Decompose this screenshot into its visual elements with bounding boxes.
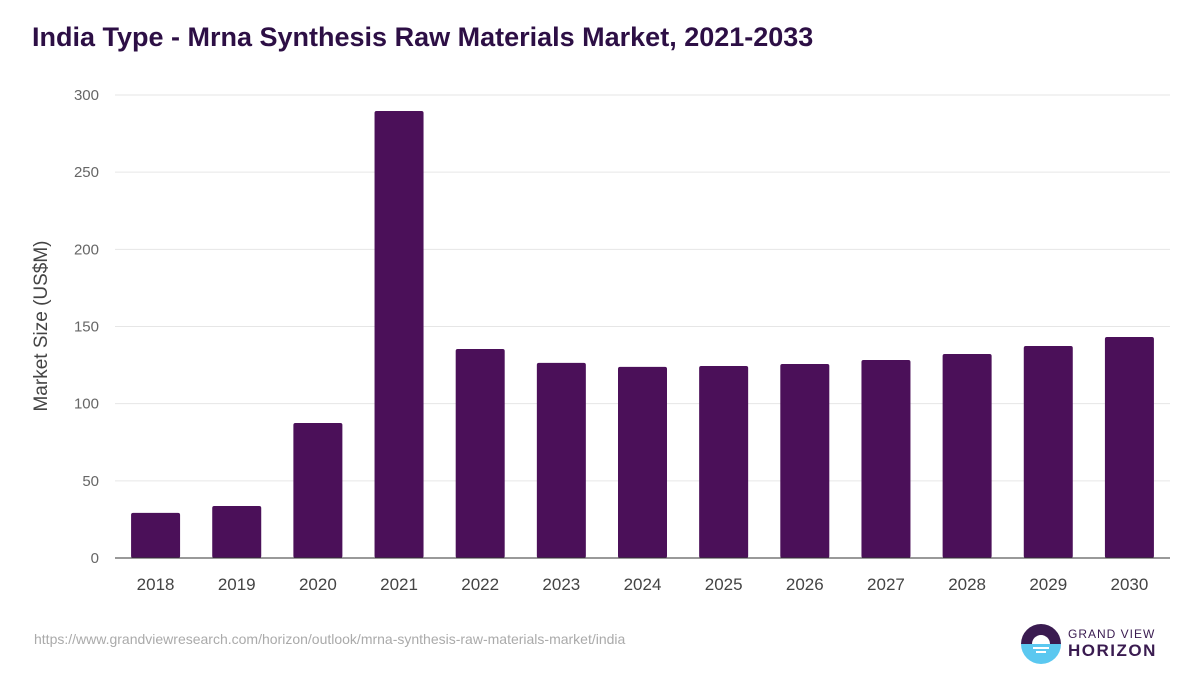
y-tick-label: 200 xyxy=(74,241,99,258)
x-tick-label: 2021 xyxy=(380,575,418,594)
x-tick-label: 2025 xyxy=(705,575,743,594)
y-tick-label: 50 xyxy=(82,473,99,490)
bar-2023 xyxy=(536,362,586,558)
bar-2022 xyxy=(455,349,505,558)
bar-2029 xyxy=(1023,345,1073,558)
bar-2026 xyxy=(780,364,830,558)
x-tick-label: 2020 xyxy=(299,575,337,594)
bar-2018 xyxy=(131,512,181,558)
bar-2024 xyxy=(618,366,667,558)
y-tick-label: 300 xyxy=(74,87,99,104)
x-tick-label: 2026 xyxy=(786,575,824,594)
bar-2030 xyxy=(1104,336,1154,558)
y-axis-label: Market Size (US$M) xyxy=(31,240,52,411)
x-tick-label: 2028 xyxy=(948,575,986,594)
y-tick-label: 250 xyxy=(74,164,99,181)
bar-2021 xyxy=(374,111,424,559)
x-tick-label: 2019 xyxy=(218,575,256,594)
horizon-logo-icon xyxy=(1021,624,1061,664)
x-tick-label: 2024 xyxy=(624,575,662,594)
x-tick-label: 2030 xyxy=(1111,575,1149,594)
y-tick-label: 0 xyxy=(91,550,99,567)
x-tick-label: 2018 xyxy=(137,575,175,594)
x-tick-label: 2023 xyxy=(542,575,580,594)
y-tick-label: 100 xyxy=(74,396,99,413)
brand-line1: GRAND VIEW xyxy=(1068,627,1156,641)
source-url: https://www.grandviewresearch.com/horizo… xyxy=(34,631,626,647)
brand-line2: HORIZON xyxy=(1068,641,1157,660)
bar-chart: 0 50 100 150 200 250 300 2018 2019 2020 2021 2022 20… xyxy=(31,87,1170,594)
x-tick-label: 2029 xyxy=(1029,575,1067,594)
bar-2025 xyxy=(699,366,749,558)
bar-2028 xyxy=(942,353,992,558)
x-tick-label: 2027 xyxy=(867,575,905,594)
bar-2019 xyxy=(212,505,262,558)
chart-title: India Type - Mrna Synthesis Raw Material… xyxy=(32,22,814,52)
x-tick-label: 2022 xyxy=(461,575,499,594)
bar-2027 xyxy=(861,359,911,558)
y-tick-label: 150 xyxy=(74,319,99,336)
bar-2020 xyxy=(293,422,343,558)
grand-view-horizon-logo: GRAND VIEW HORIZON xyxy=(1020,623,1170,665)
